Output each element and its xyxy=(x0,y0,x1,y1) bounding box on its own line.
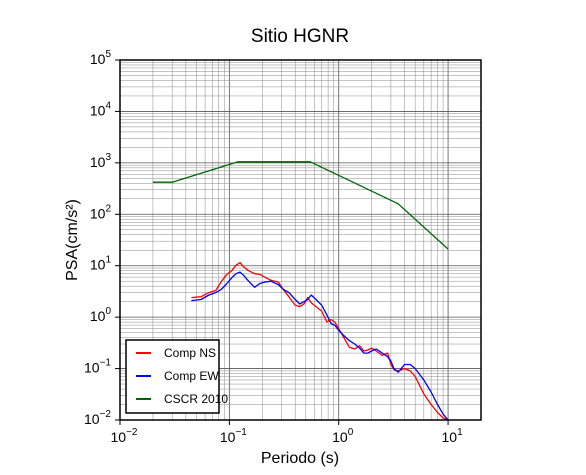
legend-label-3: CSCR 2010 xyxy=(164,392,228,406)
series-line-1 xyxy=(191,261,449,421)
plot-frame xyxy=(119,59,482,421)
legend-label-2: Comp EW xyxy=(164,369,219,383)
legend: Comp NS Comp EW CSCR 2010 xyxy=(125,339,228,414)
y-axis-ticks: 10−2 10−1 100 101 102 103 104 105 xyxy=(84,49,120,427)
series-layer xyxy=(152,161,449,421)
y-tick-label: 103 xyxy=(90,152,112,170)
series-line-2 xyxy=(191,271,449,421)
y-tick-label: 102 xyxy=(90,203,112,221)
x-tick-label: 10−2 xyxy=(111,427,138,445)
legend-items: Comp NS Comp EW CSCR 2010 xyxy=(136,346,228,406)
y-tick-label: 10−1 xyxy=(84,358,111,376)
y-tick-label: 10−2 xyxy=(84,409,111,427)
x-tick-label: 100 xyxy=(332,427,354,445)
chart-title: Sitio HGNR xyxy=(251,26,349,47)
y-tick-label: 100 xyxy=(90,306,112,324)
x-tick-label: 101 xyxy=(442,427,464,445)
x-axis-label: Periodo (s) xyxy=(261,450,339,467)
x-tick-label: 10−1 xyxy=(220,427,247,445)
y-tick-label: 104 xyxy=(90,100,112,118)
series-line-3 xyxy=(152,161,449,250)
legend-label-1: Comp NS xyxy=(164,346,216,360)
y-tick-label: 101 xyxy=(90,255,112,273)
y-tick-label: 105 xyxy=(90,49,112,67)
x-axis-ticks: 10−2 10−1 100 101 xyxy=(111,420,464,445)
y-axis-label: PSA(cm/s²) xyxy=(64,199,81,281)
